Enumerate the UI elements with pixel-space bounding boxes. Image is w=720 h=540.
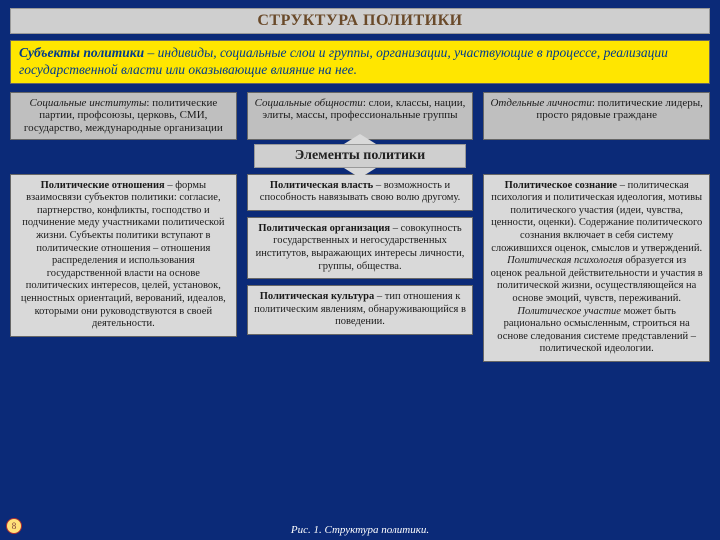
- title-banner: СТРУКТУРА ПОЛИТИКИ: [10, 8, 710, 34]
- top-box-2: Социальные общности: слои, классы, нации…: [247, 92, 474, 140]
- column-3: Политическое сознание – политическая пси…: [483, 174, 710, 362]
- top-box-3: Отдельные личности: политические лидеры,…: [483, 92, 710, 140]
- top-box-1: Социальные институты: политические парти…: [10, 92, 237, 140]
- subtitle-lead: Субъекты политики: [19, 45, 144, 60]
- top-row: Социальные институты: политические парти…: [10, 92, 710, 140]
- elements-title: Элементы политики: [295, 148, 425, 163]
- box-relations: Политические отношения – формы взаимосвя…: [10, 174, 237, 337]
- figure-caption: Рис. 1. Структура политики.: [0, 524, 720, 536]
- box-organization: Политическая организация – совокупность …: [247, 217, 474, 279]
- box-consciousness: Политическое сознание – политическая пси…: [483, 174, 710, 362]
- page-number-badge: 8: [6, 518, 22, 534]
- arrow-up-icon: [344, 134, 376, 144]
- box-power: Политическая власть – возможность и спос…: [247, 174, 474, 211]
- slide: СТРУКТУРА ПОЛИТИКИ Субъекты политики – и…: [0, 0, 720, 540]
- subtitle-banner: Субъекты политики – индивиды, социальные…: [10, 40, 710, 84]
- elements-banner: Элементы политики: [254, 144, 466, 168]
- main-row: Политические отношения – формы взаимосвя…: [10, 174, 710, 362]
- box-culture: Политическая культура – тип отношения к …: [247, 285, 474, 335]
- elements-wrap: Элементы политики: [10, 144, 710, 168]
- arrow-down-icon: [344, 168, 376, 178]
- title-text: СТРУКТУРА ПОЛИТИКИ: [257, 12, 462, 29]
- column-2: Политическая власть – возможность и спос…: [247, 174, 474, 362]
- column-1: Политические отношения – формы взаимосвя…: [10, 174, 237, 362]
